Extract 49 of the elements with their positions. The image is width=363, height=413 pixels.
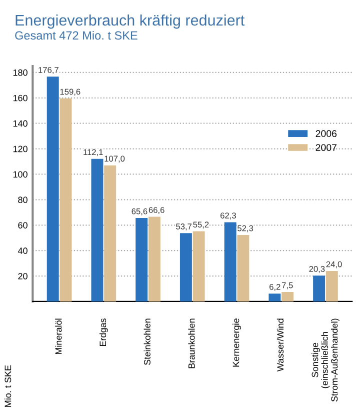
x-tick-label: Sonstige (einschließlich Strom-Außenhandel) (312, 318, 340, 402)
legend-label: 2006 (316, 130, 337, 138)
data-label: 159,6 (60, 88, 80, 96)
y-tick-label: 120 (13, 146, 28, 152)
y-tick-label: 100 (13, 171, 28, 178)
bar (148, 216, 160, 302)
bar (192, 231, 205, 302)
x-tick-label: Steinkohlen (144, 318, 150, 365)
bar (326, 270, 338, 302)
y-tick-label: 40 (18, 248, 28, 254)
y-axis-title: Mio. t SKE (4, 365, 12, 407)
y-tick-label: 20 (18, 273, 28, 280)
y-tick-label: 180 (13, 69, 28, 76)
data-label: 107,0 (104, 156, 125, 163)
y-tick-label: 60 (18, 222, 28, 228)
x-tick-label: Braunkohlen (188, 318, 195, 368)
bar (46, 76, 59, 302)
bar (282, 292, 294, 302)
bar (91, 158, 104, 302)
data-label: 112,1 (84, 149, 103, 156)
x-tick-label: Wasser/Wind (276, 318, 284, 372)
y-tick-label: 160 (13, 94, 28, 102)
bar (237, 234, 250, 302)
data-label: 20,3 (309, 266, 325, 273)
x-tick-label: Kernenergie (232, 318, 241, 367)
legend-label: 2007 (316, 144, 336, 151)
data-label: 62,3 (220, 212, 236, 220)
chart-subtitle: Gesamt 472 Mio. t SKE (15, 30, 138, 40)
chart-title: Energieverbrauch kräftig reduziert (16, 14, 245, 29)
data-label: 53,7 (176, 224, 192, 230)
y-tick-label: 140 (13, 120, 28, 127)
x-tick-label: Erdgas (99, 318, 108, 346)
data-label: 55,2 (193, 222, 209, 229)
data-label: 7,5 (282, 282, 293, 290)
x-tick-label: Mineralöl (55, 318, 62, 354)
data-label: 24,0 (326, 261, 342, 268)
bar (268, 294, 281, 302)
bar (104, 165, 116, 302)
bar (180, 233, 192, 302)
bar (136, 218, 148, 302)
data-label: 176,7 (38, 67, 58, 74)
bar (313, 276, 326, 302)
data-label: 6,2 (270, 284, 280, 291)
bar (224, 222, 236, 302)
y-tick-label: 80 (18, 196, 28, 204)
data-label: 65,6 (132, 208, 148, 216)
bar (60, 98, 72, 302)
data-label: 66,6 (148, 207, 164, 214)
data-label: 52,3 (238, 225, 254, 232)
